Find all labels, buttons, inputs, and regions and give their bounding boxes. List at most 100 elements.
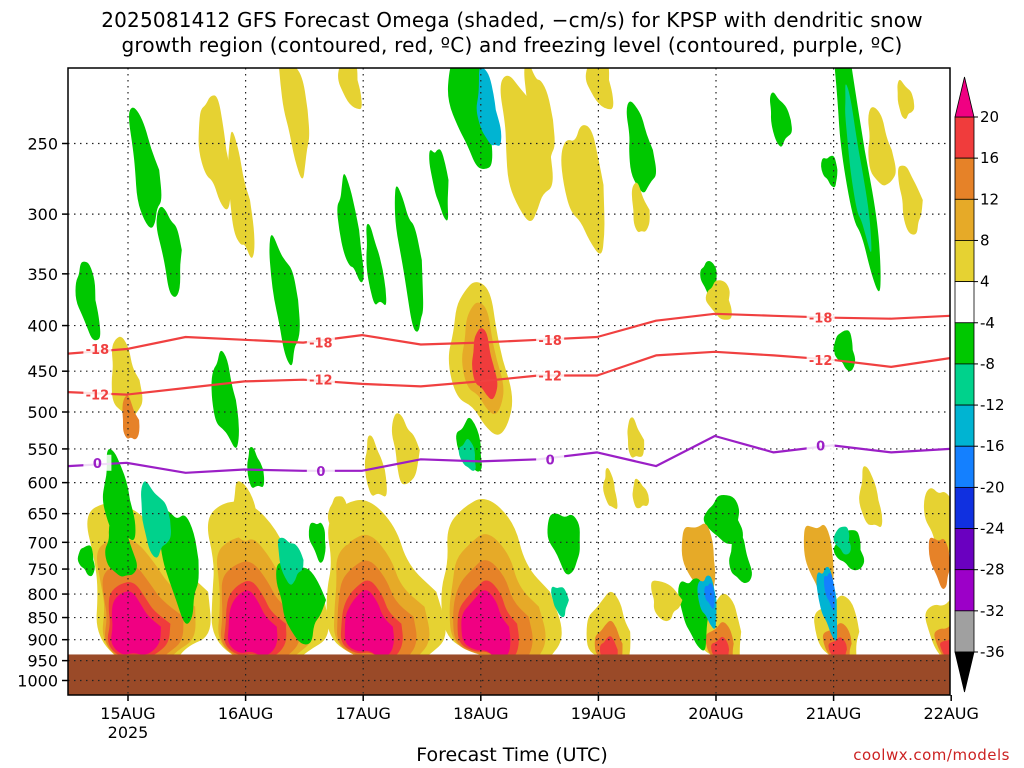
omega-feature: [364, 435, 387, 497]
omega-feature: [279, 68, 310, 179]
colorbar-tick-label: -4: [980, 314, 995, 332]
contour-label: -12: [806, 351, 835, 369]
omega-feature: [845, 84, 872, 252]
y-tick-label: 950: [27, 652, 58, 671]
colorbar-top-arrow: [954, 76, 975, 118]
y-tick-label: 250: [27, 135, 58, 154]
contour-label-bg: [806, 351, 835, 368]
omega-feature: [821, 155, 838, 188]
colorbar-box: [954, 445, 975, 488]
x-axis-label: Forecast Time (UTC): [416, 744, 608, 766]
colorbar-box: [954, 610, 975, 653]
contour-label-bg: [536, 367, 565, 384]
contour-label-bg: [536, 331, 565, 348]
contour-label-text: 0: [546, 453, 555, 468]
y-tick-label: 650: [27, 505, 58, 524]
colorbar-tick-label: 16: [980, 149, 999, 167]
omega-feature: [833, 330, 856, 372]
omega-feature: [211, 350, 239, 448]
omega-feature: [156, 206, 182, 297]
omega-feature: [75, 261, 101, 341]
omega-cell-pink: [344, 590, 394, 658]
contour-label-bg: [306, 462, 335, 479]
omega-feature: [626, 101, 657, 193]
contour-label-bg: [806, 309, 835, 326]
x-tick-label: 21AUG: [806, 704, 861, 723]
contour-label: 0: [83, 454, 112, 472]
colorbar-tick-label: -12: [980, 396, 1005, 414]
contour-line: [68, 350, 950, 396]
plot-frame: [67, 67, 951, 696]
omega-feature: [269, 235, 300, 366]
omega-feature: [651, 580, 683, 622]
chart-title: 2025081412 GFS Forecast Omega (shaded, −…: [0, 8, 1024, 58]
omega-cell-pink: [111, 591, 161, 655]
contour-label-text: -18: [809, 312, 833, 327]
contour-label: -18: [536, 331, 565, 349]
omega-feature: [308, 522, 326, 563]
y-tick-label: 1000: [17, 672, 58, 691]
ground-below-surface: [68, 654, 950, 695]
x-tick-label: 18AUG: [453, 704, 508, 723]
omega-feature: [337, 174, 364, 283]
omega-feature: [277, 537, 304, 585]
omega-feature: [551, 586, 569, 618]
colorbar-tick-label: -36: [980, 643, 1005, 661]
site-credit[interactable]: coolwx.com/models: [853, 746, 1010, 764]
colorbar-box: [954, 281, 975, 324]
colorbar-tick-label: 4: [980, 273, 990, 291]
omega-feature: [561, 125, 605, 254]
y-tick-label: 550: [27, 440, 58, 459]
colorbar-box: [954, 528, 975, 571]
omega-feature: [394, 186, 424, 332]
y-tick-label: 800: [27, 585, 58, 604]
omega-feature: [129, 107, 162, 228]
omega-feature: [859, 466, 883, 528]
omega-feature: [338, 68, 362, 110]
omega-shading: [75, 68, 950, 672]
omega-feature: [228, 131, 255, 258]
contour-line: [68, 312, 950, 355]
x-tick-label: 17AUG: [335, 704, 390, 723]
omega-cell-pink: [461, 590, 511, 659]
title-line-1: 2025081412 GFS Forecast Omega (shaded, −…: [101, 8, 923, 32]
omega-feature: [632, 478, 649, 509]
colorbar-box: [954, 240, 975, 283]
omega-feature: [823, 572, 835, 611]
y-tick-label: 900: [27, 631, 58, 650]
contour-label-bg: [83, 454, 112, 471]
x-tick-label: 22AUG: [923, 704, 978, 723]
x-tick-label: 16AUG: [218, 704, 273, 723]
ground-fill: [68, 654, 950, 695]
omega-feature: [627, 417, 645, 458]
colorbar-box: [954, 322, 975, 365]
colorbar-box: [954, 363, 975, 406]
y-tick-label: 300: [27, 205, 58, 224]
contour-label-text: 0: [816, 439, 825, 454]
omega-feature: [500, 75, 553, 222]
contour-label: -18: [806, 309, 835, 327]
contour-label-bg: [806, 437, 835, 454]
x-tick-sublabel: 2025: [108, 723, 149, 742]
contour-label-text: -12: [809, 354, 833, 369]
pressure-axis: 250 300 350 400 450 500 550 600 650 700 750 800 850 9…: [17, 135, 68, 691]
omega-feature: [705, 280, 732, 320]
x-tick-label: 19AUG: [571, 704, 626, 723]
contour-label: 0: [536, 451, 565, 468]
contour-label: -12: [83, 386, 112, 404]
omega-feature: [391, 413, 420, 485]
colorbar-tick-label: -8: [980, 355, 995, 373]
contour-label: -18: [83, 341, 112, 358]
y-tick-label: 750: [27, 560, 58, 579]
omega-feature: [366, 223, 387, 306]
colorbar-box: [954, 486, 975, 529]
omega-feature: [703, 494, 743, 545]
omega-feature: [247, 446, 265, 488]
x-tick-label: 20AUG: [688, 704, 743, 723]
contour-label: 0: [806, 437, 835, 454]
contour-label-text: 0: [93, 457, 102, 472]
omega-feature: [458, 439, 476, 471]
omega-feature: [327, 496, 351, 546]
contour-label-bg: [83, 386, 112, 403]
